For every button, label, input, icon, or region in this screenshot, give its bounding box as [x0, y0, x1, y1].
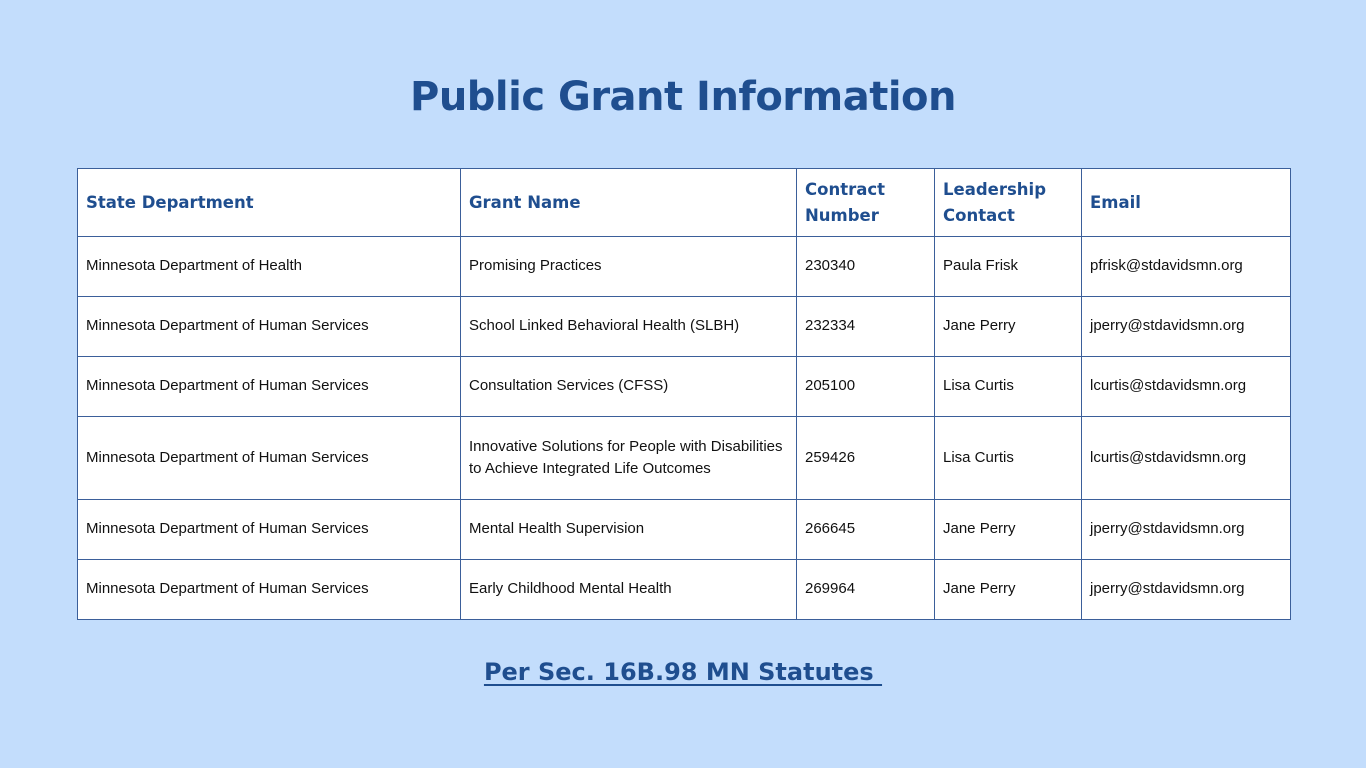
- table-header-row: State Department Grant Name Contract Num…: [77, 168, 1291, 237]
- table-row: Minnesota Department of Human Services M…: [77, 499, 1291, 560]
- cell-leadership-contact: Lisa Curtis: [934, 416, 1082, 500]
- cell-grant-name: School Linked Behavioral Health (SLBH): [460, 296, 797, 357]
- cell-leadership-contact: Jane Perry: [934, 296, 1082, 357]
- header-leadership-contact: Leadership Contact: [934, 168, 1082, 237]
- cell-grant-name: Innovative Solutions for People with Dis…: [460, 416, 797, 500]
- header-email: Email: [1081, 168, 1291, 237]
- table-row: Minnesota Department of Human Services C…: [77, 356, 1291, 417]
- cell-grant-name: Promising Practices: [460, 236, 797, 297]
- cell-leadership-contact: Jane Perry: [934, 499, 1082, 560]
- table-row: Minnesota Department of Human Services S…: [77, 296, 1291, 357]
- cell-grant-name: Consultation Services (CFSS): [460, 356, 797, 417]
- cell-contract-number: 266645: [796, 499, 935, 560]
- cell-state-department: Minnesota Department of Human Services: [77, 499, 461, 560]
- cell-leadership-contact: Lisa Curtis: [934, 356, 1082, 417]
- cell-contract-number: 232334: [796, 296, 935, 357]
- cell-leadership-contact: Paula Frisk: [934, 236, 1082, 297]
- cell-state-department: Minnesota Department of Human Services: [77, 296, 461, 357]
- header-state-department: State Department: [77, 168, 461, 237]
- cell-email: lcurtis@stdavidsmn.org: [1081, 356, 1291, 417]
- table-row: Minnesota Department of Human Services E…: [77, 559, 1291, 620]
- footer: Per Sec. 16B.98 MN Statutes: [0, 658, 1366, 686]
- grant-table: State Department Grant Name Contract Num…: [77, 168, 1291, 620]
- cell-state-department: Minnesota Department of Human Services: [77, 356, 461, 417]
- header-contract-number: Contract Number: [796, 168, 935, 237]
- cell-email: pfrisk@stdavidsmn.org: [1081, 236, 1291, 297]
- cell-email: jperry@stdavidsmn.org: [1081, 296, 1291, 357]
- cell-email: jperry@stdavidsmn.org: [1081, 499, 1291, 560]
- cell-state-department: Minnesota Department of Health: [77, 236, 461, 297]
- cell-contract-number: 269964: [796, 559, 935, 620]
- table-row: Minnesota Department of Health Promising…: [77, 236, 1291, 297]
- statutes-link[interactable]: Per Sec. 16B.98 MN Statutes: [483, 658, 883, 686]
- cell-contract-number: 230340: [796, 236, 935, 297]
- cell-email: lcurtis@stdavidsmn.org: [1081, 416, 1291, 500]
- cell-state-department: Minnesota Department of Human Services: [77, 559, 461, 620]
- table-row: Minnesota Department of Human Services I…: [77, 416, 1291, 500]
- cell-email: jperry@stdavidsmn.org: [1081, 559, 1291, 620]
- cell-grant-name: Mental Health Supervision: [460, 499, 797, 560]
- cell-contract-number: 205100: [796, 356, 935, 417]
- page-title: Public Grant Information: [410, 74, 957, 120]
- cell-state-department: Minnesota Department of Human Services: [77, 416, 461, 500]
- cell-grant-name: Early Childhood Mental Health: [460, 559, 797, 620]
- header-grant-name: Grant Name: [460, 168, 797, 237]
- cell-contract-number: 259426: [796, 416, 935, 500]
- cell-leadership-contact: Jane Perry: [934, 559, 1082, 620]
